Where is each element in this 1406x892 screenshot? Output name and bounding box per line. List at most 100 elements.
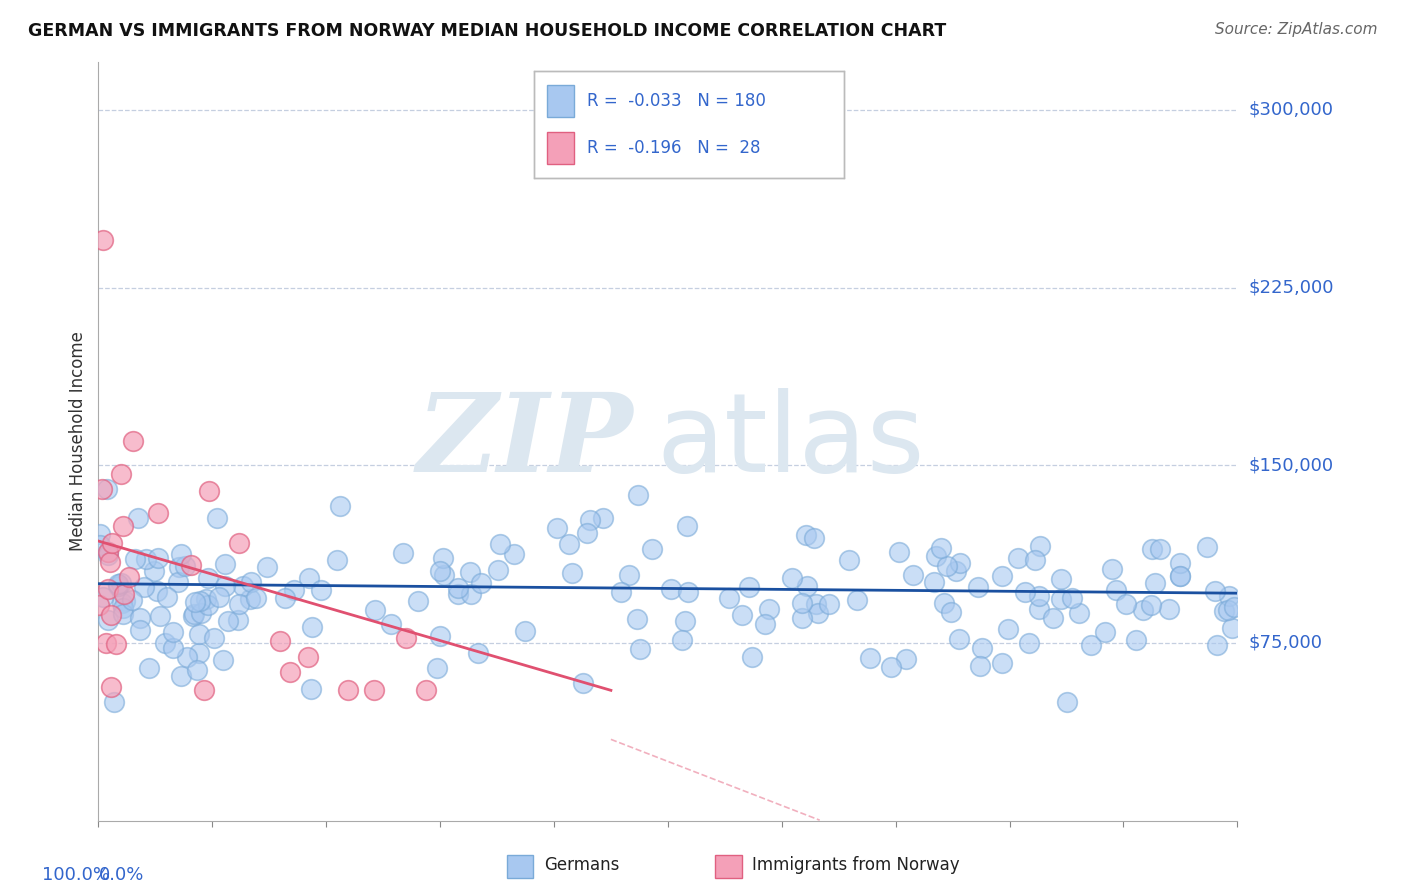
- Point: [780, 571, 803, 585]
- Point: [1101, 562, 1123, 576]
- Point: [162, 640, 184, 655]
- Point: [641, 541, 664, 556]
- Point: [392, 546, 415, 560]
- Text: $75,000: $75,000: [1249, 634, 1323, 652]
- Point: [148, 507, 170, 521]
- Point: [676, 519, 699, 533]
- Point: [107, 579, 129, 593]
- Point: [1028, 589, 1050, 603]
- Point: [945, 565, 967, 579]
- Point: [925, 549, 948, 564]
- Point: [931, 541, 953, 556]
- Point: [1143, 576, 1166, 591]
- Point: [197, 571, 219, 585]
- Text: R =  -0.033   N = 180: R = -0.033 N = 180: [586, 93, 766, 111]
- Point: [661, 582, 683, 597]
- Point: [111, 596, 134, 610]
- Point: [1125, 632, 1147, 647]
- Point: [1014, 584, 1036, 599]
- Point: [297, 649, 319, 664]
- Text: Source: ZipAtlas.com: Source: ZipAtlas.com: [1215, 22, 1378, 37]
- Point: [467, 646, 489, 660]
- Point: [575, 525, 598, 540]
- Text: GERMAN VS IMMIGRANTS FROM NORWAY MEDIAN HOUSEHOLD INCOME CORRELATION CHART: GERMAN VS IMMIGRANTS FROM NORWAY MEDIAN …: [28, 22, 946, 40]
- Point: [129, 623, 152, 637]
- Point: [188, 594, 211, 608]
- Point: [97, 613, 120, 627]
- Text: Immigrants from Norway: Immigrants from Norway: [752, 856, 960, 874]
- Point: [153, 635, 176, 649]
- Point: [101, 536, 124, 550]
- Point: [325, 553, 347, 567]
- Point: [96, 482, 118, 496]
- Point: [364, 603, 387, 617]
- Point: [592, 510, 614, 524]
- Point: [1080, 638, 1102, 652]
- Point: [432, 550, 454, 565]
- Point: [579, 513, 602, 527]
- Point: [792, 610, 814, 624]
- Point: [804, 597, 827, 611]
- Point: [100, 680, 122, 694]
- Point: [269, 634, 291, 648]
- Point: [127, 511, 149, 525]
- Point: [180, 558, 202, 573]
- Point: [1195, 541, 1218, 555]
- Point: [226, 613, 249, 627]
- Point: [470, 576, 492, 591]
- Y-axis label: Median Household Income: Median Household Income: [69, 332, 87, 551]
- Point: [1028, 602, 1050, 616]
- Point: [208, 591, 231, 605]
- Point: [936, 559, 959, 574]
- Point: [901, 568, 924, 582]
- Text: $150,000: $150,000: [1249, 456, 1333, 475]
- Point: [1115, 597, 1137, 611]
- Point: [673, 614, 696, 628]
- Point: [1168, 556, 1191, 570]
- Point: [114, 594, 136, 608]
- Point: [1094, 624, 1116, 639]
- Point: [1204, 584, 1226, 599]
- Point: [112, 587, 135, 601]
- Point: [676, 584, 699, 599]
- Point: [135, 552, 157, 566]
- Point: [572, 676, 595, 690]
- Point: [1212, 604, 1234, 618]
- Point: [197, 599, 219, 613]
- Point: [232, 579, 254, 593]
- Point: [406, 594, 429, 608]
- Point: [887, 545, 910, 559]
- Point: [198, 483, 221, 498]
- Point: [146, 583, 169, 598]
- Point: [110, 575, 132, 590]
- Point: [309, 582, 332, 597]
- Point: [299, 682, 322, 697]
- Bar: [716, 855, 742, 878]
- Text: Germans: Germans: [544, 856, 620, 874]
- Point: [488, 563, 510, 577]
- Point: [202, 631, 225, 645]
- Point: [111, 607, 134, 621]
- Point: [796, 579, 818, 593]
- Point: [336, 683, 359, 698]
- Point: [121, 592, 143, 607]
- Point: [807, 606, 830, 620]
- Point: [1168, 569, 1191, 583]
- Point: [1018, 636, 1040, 650]
- Point: [966, 580, 988, 594]
- Point: [167, 560, 190, 574]
- Point: [298, 571, 321, 585]
- Point: [1104, 582, 1126, 597]
- Point: [132, 580, 155, 594]
- Point: [118, 570, 141, 584]
- Point: [103, 695, 125, 709]
- Point: [228, 597, 250, 611]
- Point: [301, 620, 323, 634]
- Point: [188, 646, 211, 660]
- Point: [395, 632, 418, 646]
- Text: ZIP: ZIP: [418, 388, 634, 495]
- Point: [803, 531, 825, 545]
- Point: [758, 601, 780, 615]
- Point: [363, 683, 385, 698]
- Point: [283, 582, 305, 597]
